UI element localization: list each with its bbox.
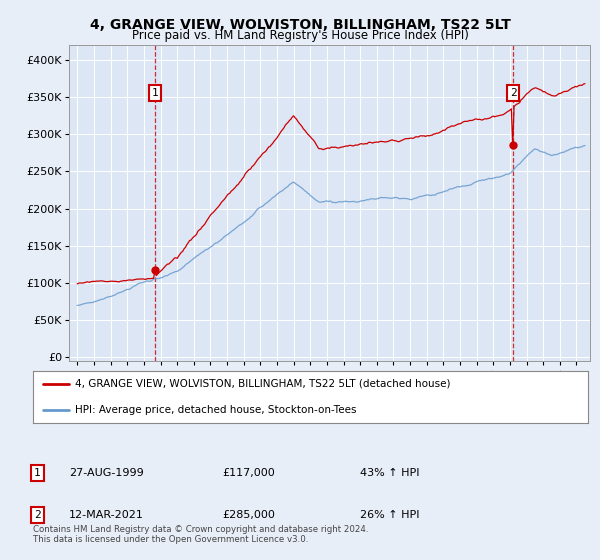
Text: 27-AUG-1999: 27-AUG-1999 [69,468,144,478]
Text: £117,000: £117,000 [222,468,275,478]
Text: 1: 1 [34,468,41,478]
Text: 2: 2 [34,510,41,520]
Text: 12-MAR-2021: 12-MAR-2021 [69,510,144,520]
Text: 26% ↑ HPI: 26% ↑ HPI [360,510,419,520]
Text: 4, GRANGE VIEW, WOLVISTON, BILLINGHAM, TS22 5LT: 4, GRANGE VIEW, WOLVISTON, BILLINGHAM, T… [89,18,511,32]
Text: 2: 2 [510,88,517,98]
Text: 43% ↑ HPI: 43% ↑ HPI [360,468,419,478]
Text: £285,000: £285,000 [222,510,275,520]
Text: Price paid vs. HM Land Registry's House Price Index (HPI): Price paid vs. HM Land Registry's House … [131,29,469,42]
Text: 4, GRANGE VIEW, WOLVISTON, BILLINGHAM, TS22 5LT (detached house): 4, GRANGE VIEW, WOLVISTON, BILLINGHAM, T… [74,379,450,389]
Text: Contains HM Land Registry data © Crown copyright and database right 2024.
This d: Contains HM Land Registry data © Crown c… [33,525,368,544]
Text: HPI: Average price, detached house, Stockton-on-Tees: HPI: Average price, detached house, Stoc… [74,405,356,416]
Text: 1: 1 [151,88,158,98]
